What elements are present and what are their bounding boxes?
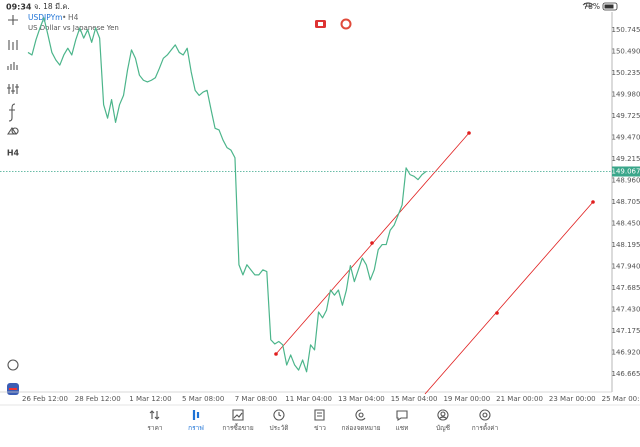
x-tick-label: 13 Mar 04:00 (338, 395, 385, 403)
timeframe[interactable]: H4 (68, 13, 79, 22)
trendline-handle[interactable] (467, 131, 471, 135)
trendline[interactable] (424, 201, 594, 395)
timeframe-button[interactable]: H4 (7, 149, 20, 158)
x-tick-label: 28 Feb 12:00 (75, 395, 121, 403)
description: US Dollar vs Japanese Yen (28, 24, 119, 32)
x-tick-label: 5 Mar 08:00 (182, 395, 224, 403)
function-tool[interactable] (8, 103, 16, 122)
separator: • (62, 13, 66, 22)
crosshair-tool[interactable] (8, 15, 18, 25)
tab-label[interactable]: ข่าว (314, 424, 326, 432)
price-line (27, 17, 427, 373)
tab-icon (273, 409, 285, 421)
sell-icon (318, 22, 323, 26)
candle-tool[interactable] (8, 40, 18, 50)
tab-icon (479, 409, 491, 421)
x-tick-label: 7 Mar 08:00 (235, 395, 277, 403)
x-tick-label: 23 Mar 00:00 (549, 395, 596, 403)
tab-icon (192, 410, 200, 420)
y-tick-label: 148.705 (612, 198, 640, 206)
settings-tool[interactable] (7, 84, 19, 94)
tab-icon (437, 409, 449, 421)
x-tick-label: 15 Mar 04:00 (391, 395, 438, 403)
tab-icon (232, 409, 244, 421)
battery-level (604, 4, 614, 9)
trendline-handle[interactable] (591, 200, 595, 204)
status-time: 09:34 (6, 3, 32, 12)
x-tick-label: 11 Mar 04:00 (285, 395, 332, 403)
x-tick-label: 21 Mar 00:00 (496, 395, 543, 403)
status-battery: 78% (583, 2, 600, 11)
y-tick-label: 148.960 (612, 177, 640, 185)
y-tick-label: 149.725 (612, 112, 640, 120)
y-tick-label: 149.215 (612, 155, 640, 163)
speed-tool[interactable] (7, 359, 19, 371)
trendline-handle[interactable] (370, 241, 374, 245)
y-tick-label: 150.490 (612, 48, 640, 56)
tab-label[interactable]: บัญชี (436, 424, 451, 432)
tab-icons (149, 409, 491, 422)
tab-icon (314, 409, 325, 421)
tab-label[interactable]: การตั้งค่า (472, 423, 499, 432)
y-tick-label: 146.920 (612, 348, 640, 356)
tab-label[interactable]: การซื้อขาย (222, 423, 253, 432)
x-tick-label: 1 Mar 12:00 (129, 395, 171, 403)
trendline-handle[interactable] (495, 311, 499, 315)
indicator-tool[interactable] (7, 62, 18, 70)
x-tick-label: 25 Mar 00:00 (602, 395, 640, 403)
trendline-handle[interactable] (274, 352, 278, 356)
y-tick-label: 150.235 (612, 69, 640, 77)
symbol[interactable]: USDJPYm (28, 13, 62, 22)
current-price-box (612, 166, 640, 177)
oneclick-button[interactable] (340, 18, 352, 30)
battery-icon (602, 2, 618, 11)
x-tick-label: 26 Feb 12:00 (22, 395, 68, 403)
y-tick-label: 150.745 (612, 26, 640, 34)
tab-label[interactable]: ประวัติ (270, 424, 289, 432)
y-tick-label: 149.980 (612, 91, 640, 99)
y-tick-label: 146.665 (612, 370, 640, 378)
trendlines (274, 131, 595, 395)
tab-label[interactable]: ราคา (147, 424, 162, 432)
y-tick-label: 147.940 (612, 262, 640, 270)
tab-label[interactable]: แชท (396, 424, 409, 432)
y-tick-label: 148.450 (612, 219, 640, 227)
tab-icon (355, 409, 366, 421)
tab-label[interactable]: กราฟ (188, 424, 204, 432)
tab-label[interactable]: กล่องจดหมาย (341, 424, 380, 432)
y-tick-label: 147.175 (612, 327, 640, 335)
x-tick-label: 19 Mar 00:00 (443, 395, 490, 403)
objects-tool[interactable] (6, 127, 19, 135)
left-toolbar: H4 (7, 15, 20, 395)
current-price-label: 149.067 (612, 167, 640, 175)
tab-icon (149, 410, 160, 420)
y-tick-label: 147.685 (612, 284, 640, 292)
y-tick-label: 149.470 (612, 134, 640, 142)
wifi-icon (582, 2, 594, 8)
status-date: จ. 18 มี.ค. (34, 2, 70, 11)
tab-icon (396, 410, 408, 422)
y-tick-label: 148.195 (612, 241, 640, 249)
y-tick-label: 147.430 (612, 305, 640, 313)
